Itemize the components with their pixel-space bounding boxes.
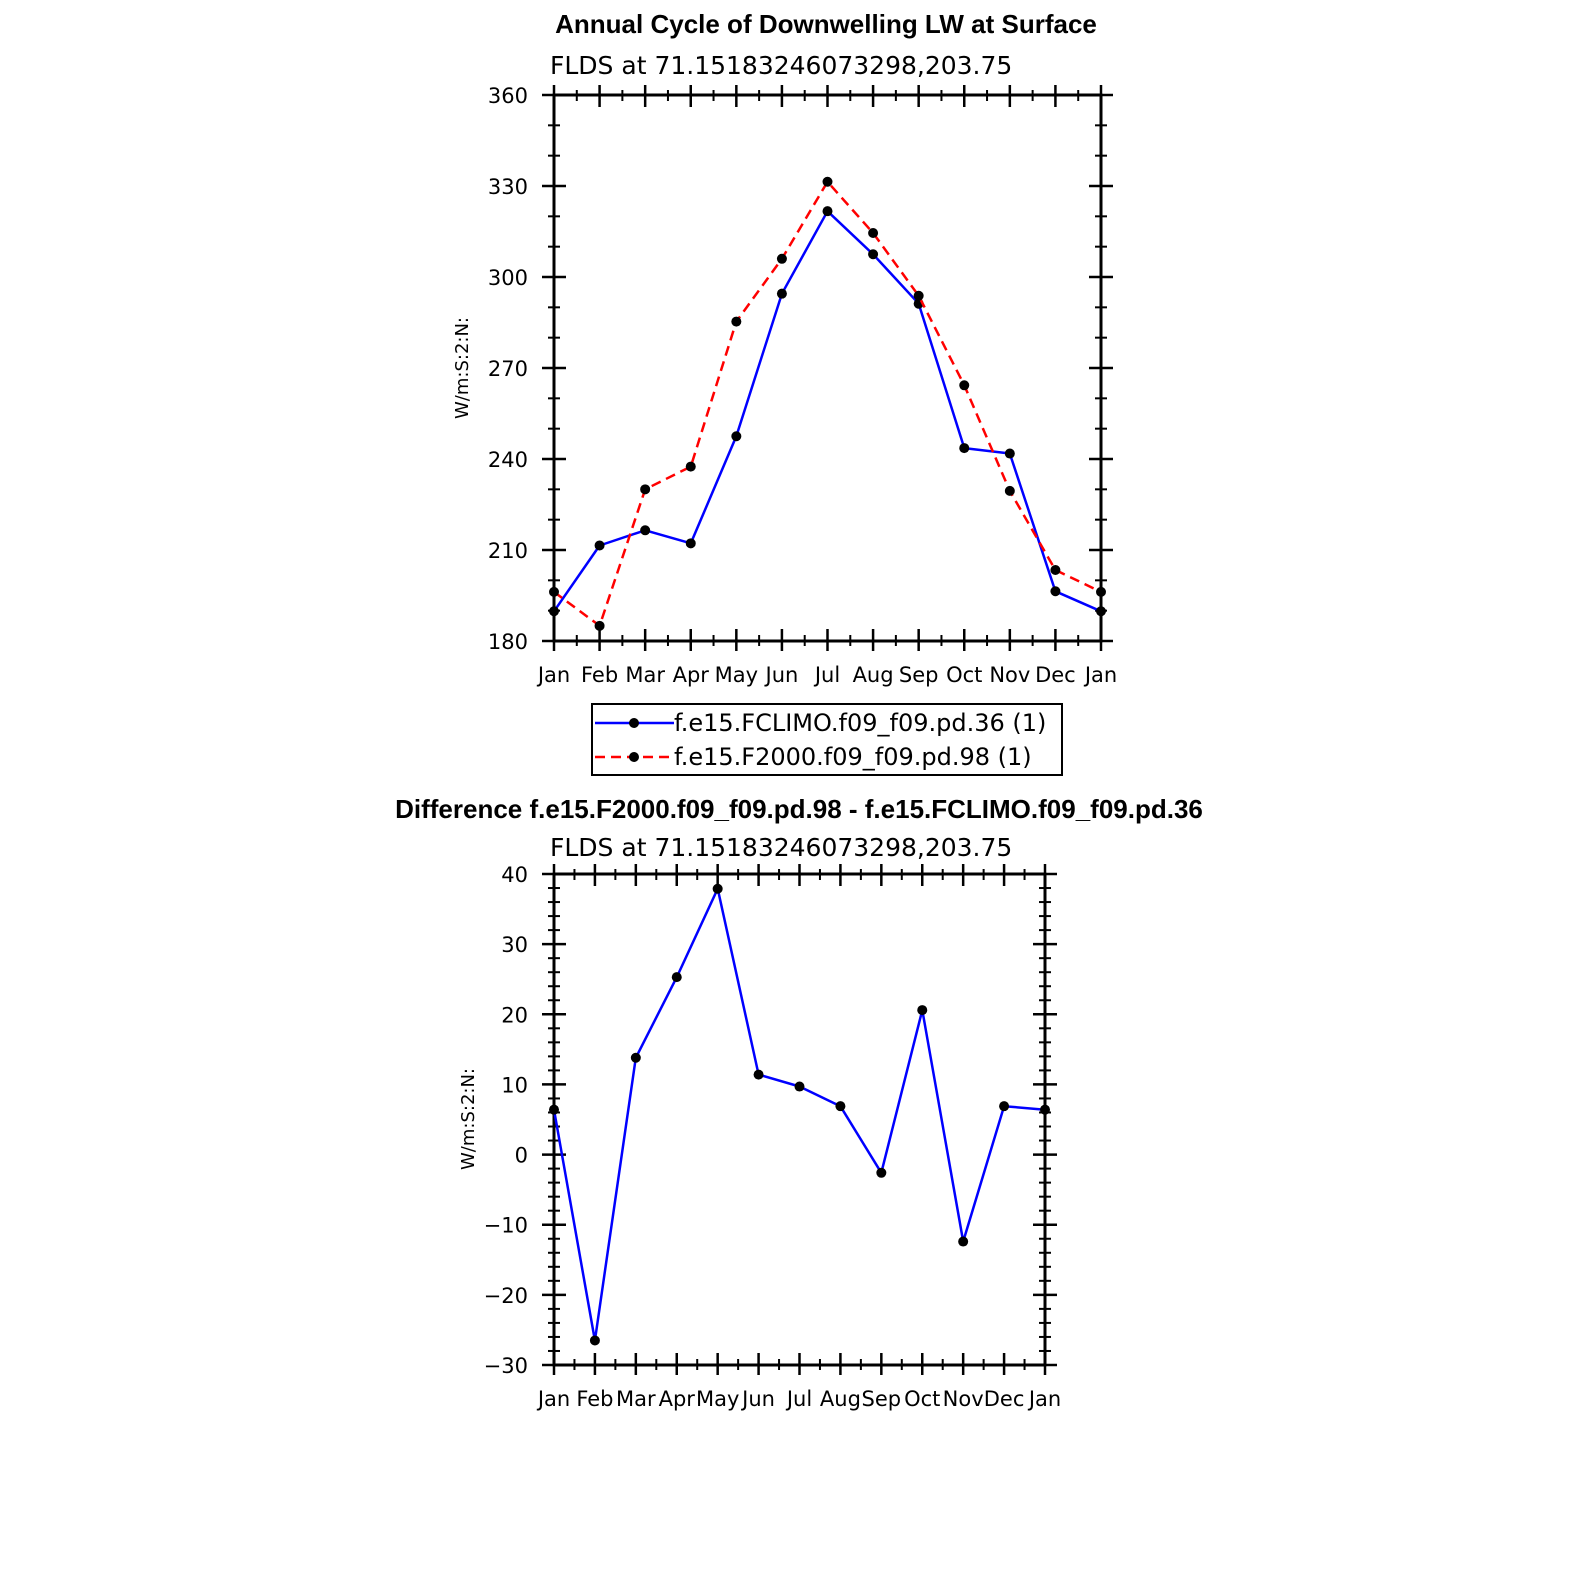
data-point: [822, 206, 833, 217]
x-tick-label: Sep: [899, 663, 939, 687]
x-tick-label: Jun: [740, 1387, 775, 1411]
annual-cycle-panel: Annual Cycle of Downwelling LW at Surfac…: [452, 9, 1117, 776]
data-point: [594, 540, 605, 551]
y-tick-label: 10: [501, 1073, 528, 1097]
y-axis-label: W/m:S:2:N:: [452, 317, 473, 419]
chart-subtitle: FLDS at 71.15183246073298,203.75: [550, 51, 1012, 80]
x-tick-label: May: [696, 1387, 739, 1411]
data-point: [685, 461, 696, 472]
data-point: [1050, 565, 1061, 576]
data-point: [589, 1335, 600, 1346]
legend-label: f.e15.F2000.f09_f09.pd.98 (1): [674, 743, 1032, 771]
data-point: [594, 620, 605, 631]
y-tick-label: 40: [501, 863, 528, 887]
legend-label: f.e15.FCLIMO.f09_f09.pd.36 (1): [674, 709, 1046, 737]
y-tick-label: −30: [484, 1354, 528, 1378]
legend: f.e15.FCLIMO.f09_f09.pd.36 (1) f.e15.F20…: [591, 703, 1063, 776]
x-tick-label: Sep: [862, 1387, 902, 1411]
x-tick-label: Dec: [984, 1387, 1025, 1411]
data-point: [794, 1081, 805, 1092]
y-tick-label: 240: [488, 448, 528, 472]
y-axis-label: W/m:S:2:N:: [458, 1068, 479, 1170]
data-point: [913, 290, 924, 301]
data-point: [776, 253, 787, 264]
legend-box: [591, 703, 1063, 776]
data-point: [876, 1167, 887, 1178]
data-point: [822, 176, 833, 187]
data-point: [640, 484, 651, 495]
y-tick-label: 210: [488, 539, 528, 563]
data-point: [712, 883, 723, 894]
x-tick-label: Aug: [853, 663, 894, 687]
x-tick-label: Aug: [820, 1387, 861, 1411]
series-line: [553, 180, 1102, 628]
chart-title: Difference f.e15.F2000.f09_f09.pd.98 - f…: [395, 794, 1203, 824]
x-tick-label: Jan: [536, 1387, 570, 1411]
legend-marker: [629, 752, 639, 762]
y-tick-label: 20: [501, 1003, 528, 1027]
data-point: [999, 1101, 1010, 1112]
data-point: [1040, 1104, 1050, 1115]
x-tick-label: Jul: [785, 1387, 812, 1411]
data-point: [917, 1005, 928, 1016]
data-point: [731, 431, 742, 442]
data-point: [868, 228, 879, 239]
data-point: [685, 538, 696, 549]
data-point: [1004, 485, 1015, 496]
x-tick-label: Feb: [576, 1387, 613, 1411]
series-line: [552, 209, 1102, 613]
y-tick-label: 330: [488, 175, 528, 199]
legend-marker: [629, 718, 639, 728]
data-point: [671, 972, 682, 983]
y-tick-label: 270: [488, 357, 528, 381]
data-point: [959, 380, 970, 391]
data-point: [549, 606, 559, 617]
data-point: [835, 1101, 846, 1112]
x-tick-label: Apr: [659, 1387, 696, 1411]
data-point: [776, 288, 787, 299]
x-tick-label: Oct: [946, 663, 982, 687]
x-tick-label: Jul: [813, 663, 840, 687]
data-point: [868, 249, 879, 260]
x-tick-label: Jun: [764, 663, 799, 687]
plot-area: Jan Feb Mar Apr May Jun Jul Aug Sep Oct Nov Dec Jan 1…: [488, 84, 1117, 687]
data-point: [958, 1236, 969, 1247]
data-point: [753, 1069, 764, 1080]
x-tick-label: Feb: [581, 663, 618, 687]
x-tick-label: Oct: [904, 1387, 940, 1411]
plot-area: Jan Feb Mar Apr May Jun Jul Aug Sep Oct Nov Dec Jan−…: [484, 863, 1062, 1411]
x-tick-label: Mar: [616, 1387, 656, 1411]
series-line: [552, 887, 1046, 1342]
data-point: [549, 1104, 559, 1115]
y-tick-label: −10: [484, 1214, 528, 1238]
data-point: [1050, 586, 1061, 597]
y-tick-label: −20: [484, 1284, 528, 1308]
y-tick-label: 0: [515, 1144, 528, 1168]
data-point: [1096, 606, 1106, 617]
x-tick-label: Jan: [1083, 663, 1117, 687]
data-point: [549, 586, 559, 597]
chart-title: Annual Cycle of Downwelling LW at Surfac…: [555, 9, 1097, 39]
y-tick-label: 180: [488, 630, 528, 654]
x-tick-label: Nov: [989, 663, 1030, 687]
x-tick-label: Nov: [943, 1387, 984, 1411]
data-point: [1096, 586, 1106, 597]
data-point: [959, 443, 970, 454]
y-tick-label: 30: [501, 933, 528, 957]
x-tick-label: May: [715, 663, 758, 687]
x-tick-label: Mar: [625, 663, 665, 687]
x-tick-label: Jan: [536, 663, 570, 687]
y-tick-label: 360: [488, 84, 528, 108]
data-point: [640, 525, 651, 536]
x-tick-label: Apr: [673, 663, 710, 687]
chart-subtitle: FLDS at 71.15183246073298,203.75: [550, 833, 1012, 862]
y-tick-label: 300: [488, 266, 528, 290]
difference-panel: Difference f.e15.F2000.f09_f09.pd.98 - f…: [395, 794, 1203, 1411]
x-tick-label: Dec: [1035, 663, 1076, 687]
x-tick-label: Jan: [1027, 1387, 1061, 1411]
data-point: [1004, 448, 1015, 459]
data-point: [630, 1052, 641, 1063]
data-point: [731, 316, 742, 327]
